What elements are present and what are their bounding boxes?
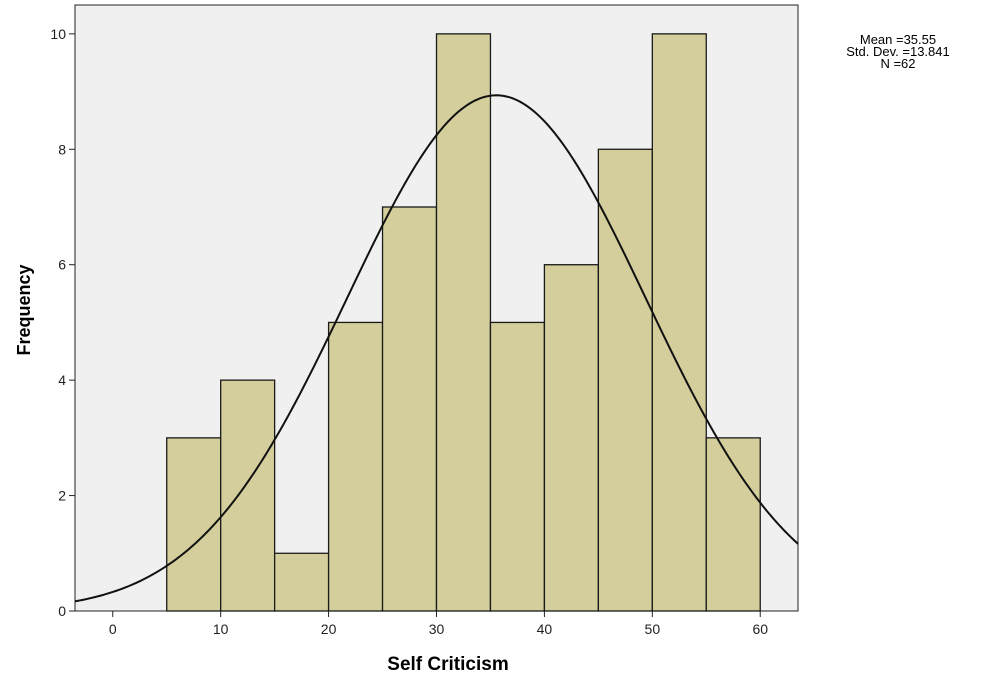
y-tick-label: 8 xyxy=(58,141,66,157)
histogram-bar xyxy=(381,206,438,612)
y-tick-label: 4 xyxy=(58,372,66,388)
histogram-bar xyxy=(166,437,222,612)
y-tick-label: 10 xyxy=(50,26,66,42)
histogram-bar xyxy=(597,148,653,612)
std-dev-stat: Std. Dev. =13.841 xyxy=(846,44,950,59)
histogram-bar xyxy=(705,437,761,612)
y-tick-label: 0 xyxy=(58,603,66,619)
x-tick-label: 40 xyxy=(537,621,553,637)
x-axis: 0 10 20 30 40 50 60 xyxy=(109,611,768,637)
histogram-bar xyxy=(435,33,492,612)
histogram-bar xyxy=(273,552,330,612)
normal-curve xyxy=(74,94,799,603)
y-axis: 0 2 4 6 8 10 xyxy=(50,26,75,619)
y-axis-title: Frequency xyxy=(14,264,34,355)
histogram-bar xyxy=(327,321,384,612)
x-axis-title: Self Criticism xyxy=(387,654,508,675)
histogram-bar xyxy=(651,33,707,612)
mean-stat: Mean =35.55 xyxy=(859,32,937,47)
x-tick-label: 0 xyxy=(109,621,117,637)
n-stat: N =62 xyxy=(880,56,916,71)
x-tick-label: 30 xyxy=(429,621,445,637)
y-tick-label: 2 xyxy=(58,488,66,504)
x-tick-label: 10 xyxy=(213,621,229,637)
histogram-bar xyxy=(489,321,546,612)
x-tick-label: 20 xyxy=(321,621,337,637)
histogram-bar xyxy=(543,264,600,612)
x-tick-label: 60 xyxy=(752,621,768,637)
bars-group xyxy=(166,33,761,612)
x-tick-label: 50 xyxy=(645,621,661,637)
y-tick-label: 6 xyxy=(58,257,66,273)
histogram-bar xyxy=(220,379,276,612)
stats-legend: Mean =35.55 Std. Dev. =13.841 N =62 xyxy=(832,32,964,71)
